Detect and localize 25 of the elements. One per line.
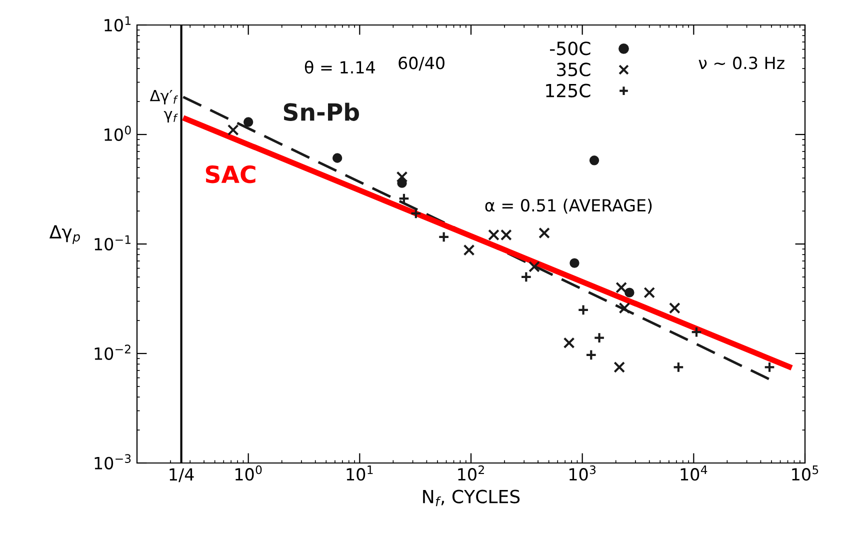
annotation: α = 0.51 (AVERAGE)	[485, 198, 652, 214]
x-tick-label: 10$^{1}$	[346, 466, 373, 481]
y-axis-title: Δγ$_{p}$	[49, 225, 80, 244]
y-tick-label: 10$^{−1}$	[94, 235, 130, 250]
x-tick-label: 10$^{5}$	[792, 466, 818, 481]
x-axis-title: N$_{f}$, CYCLES	[423, 490, 520, 506]
series-label: Sn-Pb	[284, 102, 359, 121]
annotation: 60/40	[398, 56, 444, 71]
legend-label: 125C	[546, 84, 590, 98]
y-tick-label: 10$^{1}$	[104, 16, 131, 32]
annotation: θ = 1.14	[304, 60, 375, 74]
legend-label: 35C	[557, 62, 590, 76]
y-tick-label: 10$^{−2}$	[94, 344, 130, 360]
x-tick-label: 10$^{3}$	[569, 465, 596, 481]
annotation: ν ~ 0.3 Hz	[698, 56, 784, 70]
annotation: Δγ′$_{f}$	[150, 90, 178, 104]
x-tick-label: 1/4	[170, 468, 194, 482]
x-tick-label: 10$^{4}$	[680, 466, 708, 481]
series-label: SAC	[206, 165, 256, 184]
x-tick-label: 10$^{2}$	[458, 465, 484, 481]
annotation: γ$_{f}$	[164, 111, 178, 123]
legend-label: -50C	[550, 42, 590, 56]
y-tick-label: 10$^{−3}$	[94, 454, 131, 470]
y-tick-label: 10$^{0}$	[104, 126, 131, 141]
x-tick-label: 10$^{0}$	[235, 465, 262, 481]
